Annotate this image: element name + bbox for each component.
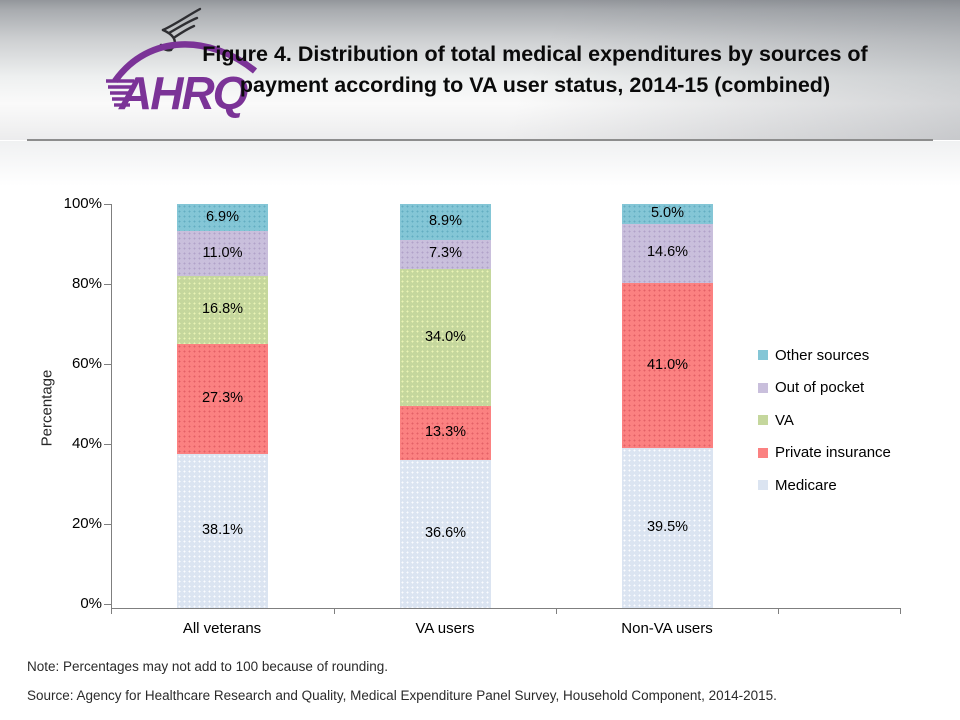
y-tick-label: 100% — [63, 195, 102, 212]
legend-label: Other sources — [775, 346, 870, 364]
y-axis-tick — [104, 364, 111, 365]
legend-label: VA — [775, 411, 794, 429]
note-text: Note: Percentages may not add to 100 bec… — [27, 659, 388, 674]
bar-value-label: 6.9% — [205, 208, 240, 225]
y-tick-label: 60% — [71, 355, 102, 372]
bar-value-label: 5.0% — [650, 204, 685, 221]
bar-value-label: 11.0% — [202, 244, 243, 261]
y-tick-label: 40% — [71, 435, 102, 452]
legend-swatch-icon — [758, 447, 768, 458]
bar-value-label: 27.3% — [201, 389, 244, 406]
bar-value-label: 14.6% — [646, 244, 689, 261]
bar-value-label: 16.8% — [201, 300, 244, 317]
legend-item: Other sources — [758, 346, 870, 364]
y-axis-tick — [104, 604, 111, 605]
bar-value-label: 34.0% — [424, 328, 467, 345]
figure-title-line2: payment according to VA user status, 201… — [239, 73, 831, 97]
figure-title: Figure 4. Distribution of total medical … — [140, 39, 930, 101]
legend-item: VA — [758, 411, 794, 429]
bar-segment-medicare: 36.6% — [400, 460, 491, 608]
y-axis-line — [111, 204, 112, 609]
x-axis-tick — [900, 608, 901, 614]
legend-label: Private insurance — [775, 444, 891, 461]
bar-segment-other-sources: 8.9% — [400, 203, 491, 240]
x-axis-tick — [556, 608, 557, 614]
bar-segment-other-sources: 5.0% — [622, 203, 713, 224]
y-tick-label: 80% — [71, 275, 102, 292]
logo-arc — [112, 41, 258, 83]
legend-swatch-icon — [758, 480, 768, 490]
legend-item: Out of pocket — [758, 379, 865, 396]
bar-segment-private-insurance: 13.3% — [400, 406, 491, 461]
header-divider — [27, 139, 933, 141]
legend-swatch-icon — [758, 350, 768, 360]
bar-value-label: 13.3% — [424, 424, 467, 441]
y-axis-tick — [104, 524, 111, 525]
x-axis-tick — [334, 608, 335, 614]
bar-segment-out-of-pocket: 7.3% — [400, 239, 491, 270]
y-tick-label: 0% — [80, 595, 102, 612]
bar-value-label: 38.1% — [201, 522, 244, 539]
bar-segment-va: 34.0% — [400, 269, 491, 407]
legend-label: Medicare — [775, 476, 837, 494]
y-axis-tick — [104, 284, 111, 285]
y-tick-label: 20% — [71, 515, 102, 532]
legend-item: Private insurance — [758, 444, 891, 461]
bar-value-label: 8.9% — [428, 212, 463, 229]
legend-swatch-icon — [758, 382, 768, 393]
y-axis-tick — [104, 444, 111, 445]
bar-segment-private-insurance: 41.0% — [622, 282, 713, 449]
ahrq-logo: AHRQ — [106, 7, 258, 119]
legend-item: Medicare — [758, 476, 837, 494]
legend-swatch-icon — [758, 415, 768, 425]
bar-segment-out-of-pocket: 11.0% — [177, 231, 268, 276]
bar-segment-medicare: 38.1% — [177, 454, 268, 608]
bar-segment-medicare: 39.5% — [622, 448, 713, 608]
bar-segment-out-of-pocket: 14.6% — [622, 223, 713, 283]
category-label: VA users — [415, 620, 475, 637]
x-axis-tick — [111, 608, 112, 614]
bar-value-label: 41.0% — [646, 356, 689, 373]
bar-value-label: 39.5% — [646, 519, 689, 536]
bar-segment-private-insurance: 27.3% — [177, 343, 268, 455]
figure-title-line1: Figure 4. Distribution of total medical … — [202, 42, 868, 66]
source-text: Source: Agency for Healthcare Research a… — [27, 688, 777, 703]
header-fade — [0, 141, 960, 186]
header-banner — [0, 0, 960, 140]
category-label: All veterans — [182, 620, 262, 637]
legend-label: Out of pocket — [775, 379, 865, 396]
bar-value-label: 7.3% — [428, 245, 463, 262]
bar-segment-other-sources: 6.9% — [177, 203, 268, 232]
y-axis-tick — [104, 204, 111, 205]
category-label: Non-VA users — [621, 620, 713, 637]
x-axis-line — [111, 608, 900, 609]
logo-speed-lines — [106, 79, 134, 107]
bar-segment-va: 16.8% — [177, 275, 268, 344]
logo-wordmark: AHRQ — [118, 67, 249, 119]
bar-value-label: 36.6% — [424, 525, 467, 542]
x-axis-tick — [778, 608, 779, 614]
